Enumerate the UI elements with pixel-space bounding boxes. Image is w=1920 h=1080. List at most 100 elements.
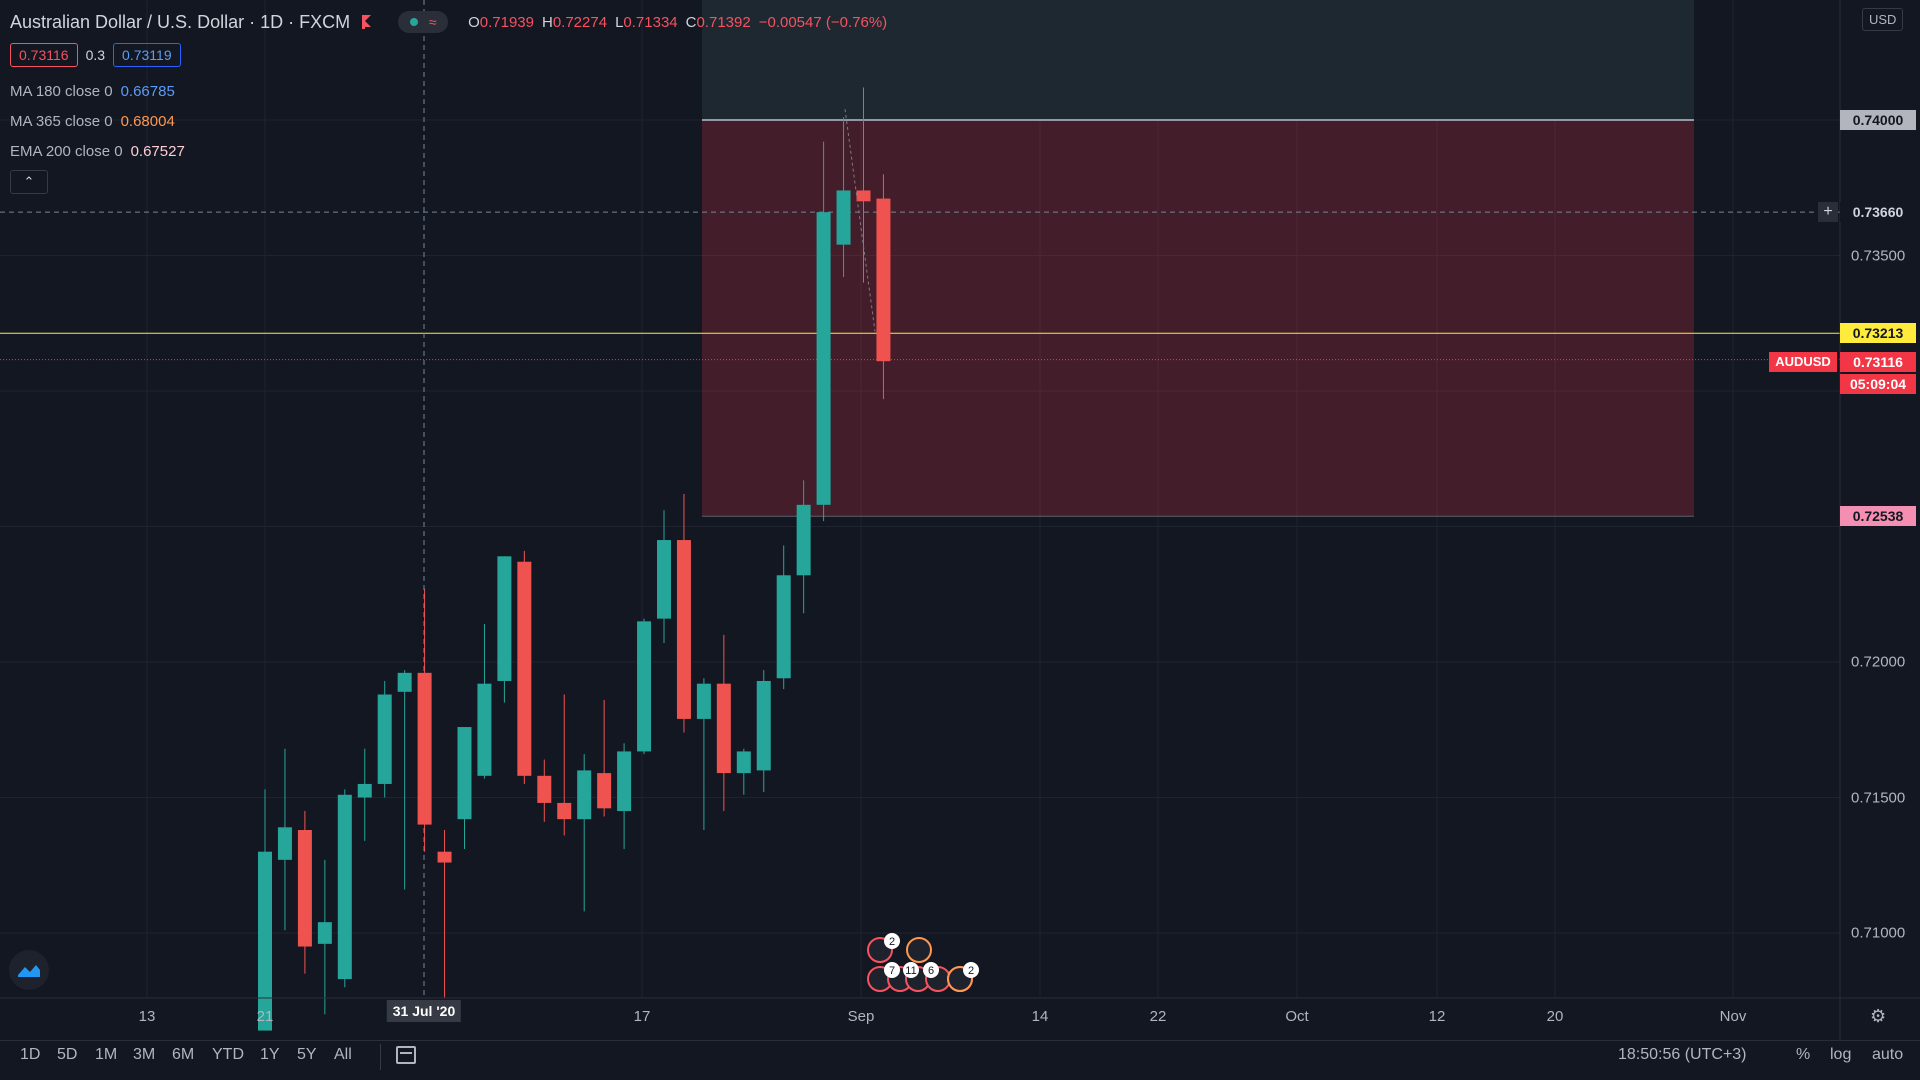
- time-tick-label: 21: [256, 1008, 274, 1025]
- range-button-all[interactable]: All: [334, 1046, 352, 1063]
- candle-body: [437, 851, 452, 863]
- range-button-1d[interactable]: 1D: [20, 1046, 41, 1063]
- candle-body: [716, 683, 731, 774]
- status-dot-icon: [409, 18, 418, 26]
- candle-body: [657, 540, 671, 619]
- candle-body: [597, 773, 612, 809]
- price-tag: 0.73213: [1840, 323, 1916, 344]
- candle-body: [477, 683, 492, 776]
- collapse-legend-button[interactable]: ⌃: [10, 170, 48, 194]
- candle-body: [617, 751, 632, 812]
- log-scale-button[interactable]: log: [1830, 1046, 1852, 1063]
- clock-display[interactable]: 18:50:56 (UTC+3): [1618, 1046, 1747, 1063]
- auto-scale-button[interactable]: auto: [1872, 1046, 1904, 1063]
- range-button-ytd[interactable]: YTD: [212, 1046, 244, 1063]
- ohlc-high: H0.72274: [541, 13, 608, 31]
- event-badge-count: 2: [889, 936, 895, 948]
- candle-body: [517, 561, 532, 776]
- wave-icon: ≈: [428, 14, 437, 30]
- price-tag: 0.73116: [1840, 351, 1916, 372]
- market-status-pill[interactable]: ≈: [398, 11, 449, 33]
- add-alert-plus-icon[interactable]: +: [1818, 202, 1838, 223]
- target-zone: [702, 0, 1694, 120]
- legend-title-row: Australian Dollar / U.S. Dollar · 1D · F…: [10, 10, 887, 34]
- ohlc-low: L0.71334: [615, 13, 678, 31]
- buy-button[interactable]: 0.73119: [113, 43, 181, 67]
- ohlc-close: C0.71392: [685, 13, 751, 31]
- calendar-icon[interactable]: [396, 1046, 416, 1064]
- indicator-ema200[interactable]: EMA 200 close 0 0.67527: [10, 143, 185, 160]
- time-tick-label: 13: [138, 1008, 156, 1025]
- candle-body: [537, 775, 552, 803]
- range-button-1y[interactable]: 1Y: [260, 1046, 280, 1063]
- sell-button[interactable]: 0.73116: [10, 43, 78, 67]
- candle-body: [317, 922, 332, 944]
- price-tick-label: 0.71000: [1851, 924, 1906, 942]
- settings-gear-icon[interactable]: ⚙: [1870, 1006, 1887, 1026]
- indicator-name: MA 180 close 0: [10, 83, 113, 100]
- tradingview-logo-icon[interactable]: [9, 950, 49, 990]
- spread-value: 0.3: [85, 47, 106, 63]
- time-tick-label: Oct: [1285, 1008, 1309, 1025]
- candle-body: [337, 794, 352, 980]
- time-tick-label: 20: [1546, 1008, 1564, 1025]
- candle-body: [796, 504, 811, 576]
- indicator-ma180[interactable]: MA 180 close 0 0.66785: [10, 83, 175, 100]
- event-flag-ring: [947, 966, 973, 992]
- toolbar-divider: [380, 1044, 381, 1070]
- ohlc-open: O0.71939: [468, 13, 534, 31]
- range-button-5d[interactable]: 5D: [57, 1046, 78, 1063]
- price-tag: 0.74000: [1840, 110, 1916, 130]
- indicator-ma365[interactable]: MA 365 close 0 0.68004: [10, 113, 175, 130]
- candle-body: [816, 212, 831, 505]
- event-badge-count: 6: [928, 965, 934, 977]
- price-tag: 0.73660: [1840, 202, 1916, 223]
- projection-line: [844, 109, 876, 332]
- time-tick-label: 22: [1149, 1008, 1167, 1025]
- chevron-up-icon: ⌃: [23, 174, 35, 189]
- candle-body: [457, 727, 472, 820]
- candle-body: [696, 683, 711, 719]
- candle-body: [756, 680, 771, 771]
- candle-body: [637, 621, 652, 752]
- range-button-6m[interactable]: 6M: [172, 1046, 195, 1063]
- indicator-value: 0.68004: [120, 113, 175, 130]
- price-tick-label: 0.73500: [1851, 247, 1906, 264]
- candle-body: [377, 694, 392, 784]
- candle-body: [497, 556, 512, 681]
- currency-button[interactable]: USD: [1862, 8, 1904, 31]
- event-badge: [884, 962, 900, 978]
- event-badge: [923, 962, 939, 978]
- candle-body: [297, 830, 312, 947]
- range-button-1m[interactable]: 1M: [95, 1046, 118, 1063]
- candle-body: [776, 575, 791, 679]
- ohlc-values: O0.71939 H0.72274 L0.71334 C0.71392 −0.0…: [468, 14, 887, 31]
- event-badge-count: 7: [889, 965, 895, 977]
- symbol-title[interactable]: Australian Dollar / U.S. Dollar · 1D · F…: [10, 11, 351, 32]
- bottom-toolbar: [0, 1040, 1920, 1080]
- price-tag: 0.72538: [1840, 506, 1916, 527]
- event-badge: [963, 962, 979, 978]
- price-tick-label: 0.72000: [1851, 653, 1906, 671]
- candle-body: [736, 751, 751, 774]
- candle-body: [357, 783, 372, 798]
- event-badge-count: 2: [968, 965, 974, 977]
- symbol-price-tag: AUDUSD: [1769, 351, 1837, 372]
- candle-body: [258, 851, 272, 1031]
- indicator-name: MA 365 close 0: [10, 113, 113, 130]
- indicator-value: 0.66785: [120, 83, 175, 100]
- candle-body: [577, 770, 592, 820]
- time-tick-label: Nov: [1719, 1008, 1747, 1025]
- flag-icon[interactable]: [362, 15, 374, 29]
- candle-body: [277, 827, 292, 860]
- cloud-icon: [18, 965, 40, 977]
- percent-scale-button[interactable]: %: [1796, 1046, 1811, 1063]
- candle-body: [417, 672, 432, 825]
- indicator-name: EMA 200 close 0: [10, 143, 123, 160]
- range-button-3m[interactable]: 3M: [133, 1046, 156, 1063]
- stop-zone: [702, 120, 1694, 517]
- range-button-5y[interactable]: 5Y: [297, 1046, 317, 1063]
- event-badge: [903, 962, 919, 978]
